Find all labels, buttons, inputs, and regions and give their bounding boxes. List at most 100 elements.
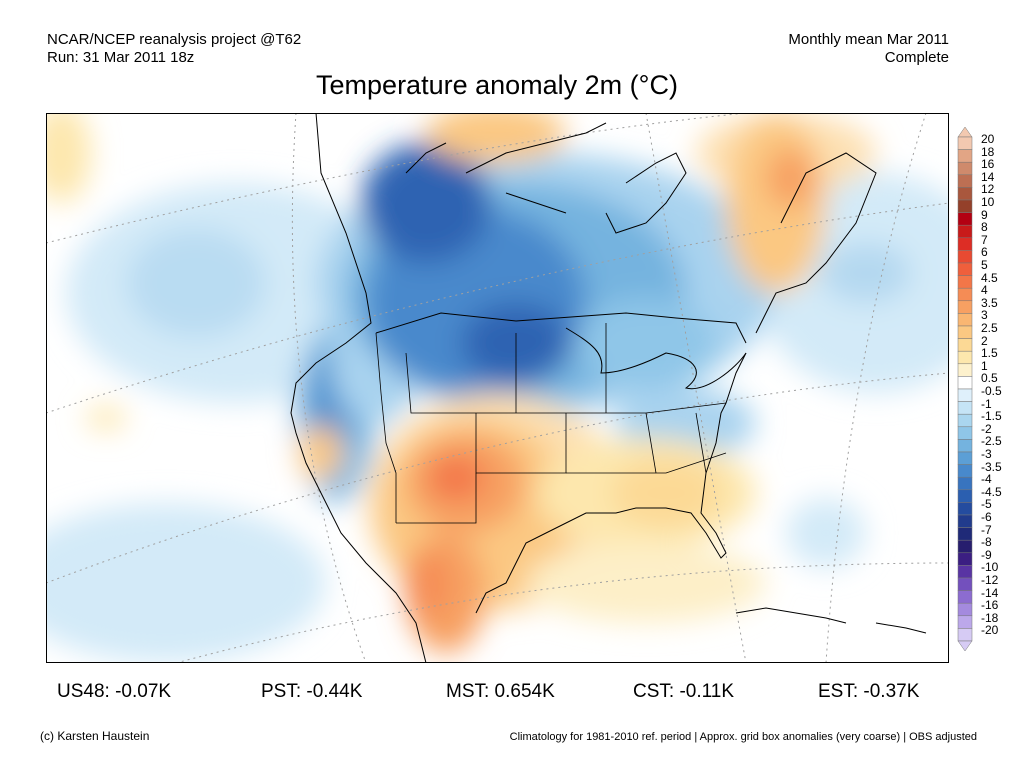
colorbar-label: -10 — [981, 560, 999, 575]
colorbar-cell — [957, 136, 973, 150]
colorbar-arrow-bottom — [957, 640, 973, 651]
colorbar-label: -7 — [981, 522, 992, 537]
colorbar-cell — [957, 527, 973, 541]
colorbar-label: 4 — [981, 283, 988, 298]
stat-est: EST: -0.37K — [818, 681, 920, 702]
colorbar-cell — [957, 628, 973, 642]
stat-mst: MST: 0.654K — [446, 681, 555, 702]
colorbar-arrow-top — [957, 127, 973, 138]
colorbar-cell — [957, 401, 973, 415]
colorbar-label: 12 — [981, 182, 995, 197]
colorbar-cell — [957, 539, 973, 554]
colorbar-cell — [957, 489, 973, 503]
colorbar-cell — [957, 224, 973, 239]
colorbar-label: 5 — [981, 258, 988, 272]
colorbar-cell — [957, 502, 973, 516]
colorbar-label: -4 — [981, 472, 992, 487]
colorbar-cell — [957, 313, 973, 327]
project-label: NCAR/NCEP reanalysis project @T62 — [47, 31, 302, 48]
colorbar-label: -16 — [981, 598, 999, 613]
colorbar-cell — [957, 615, 973, 629]
colorbar-label: 2.5 — [981, 321, 998, 335]
colorbar-label: -1 — [981, 396, 992, 411]
stat-pst: PST: -0.44K — [261, 681, 363, 702]
colorbar-label: 1.5 — [981, 346, 998, 361]
colorbar-cell — [957, 476, 973, 491]
colorbar-label: -6 — [981, 510, 992, 524]
colorbar-label: -20 — [981, 623, 999, 638]
colorbar-label: 8 — [981, 220, 988, 235]
colorbar-cell — [957, 325, 973, 339]
colorbar-cell — [957, 376, 973, 390]
colorbar-cell — [957, 426, 973, 440]
colorbar-label: -9 — [981, 547, 992, 562]
colorbar-label: 16 — [981, 157, 995, 172]
header-right: Monthly mean Mar 2011 Complete — [788, 31, 949, 67]
status-label: Complete — [884, 49, 949, 66]
colorbar-label: -3 — [981, 447, 992, 461]
colorbar — [957, 127, 973, 651]
colorbar-label: 18 — [981, 144, 995, 159]
colorbar-label: 14 — [981, 169, 995, 184]
colorbar-cell — [957, 514, 973, 528]
colorbar-label: -2 — [981, 421, 992, 436]
run-label: Run: 31 Mar 2011 18z — [47, 49, 195, 66]
colorbar-cell — [957, 199, 973, 213]
colorbar-label: -1.5 — [981, 409, 1002, 424]
colorbar-cell — [957, 439, 973, 453]
colorbar-label: 2 — [981, 333, 988, 348]
colorbar-cell — [957, 174, 973, 188]
colorbar-cell — [957, 212, 973, 226]
colorbar-label: -5 — [981, 497, 992, 512]
anomaly-field — [46, 113, 949, 663]
stat-cst: CST: -0.11K — [633, 681, 735, 702]
colorbar-cell — [957, 275, 973, 289]
colorbar-label: 1 — [981, 358, 988, 373]
colorbar-label: -8 — [981, 535, 992, 550]
colorbar-label: -0.5 — [981, 384, 1002, 398]
colorbar-cell — [957, 300, 973, 314]
map-title: Temperature anomaly 2m (°C) — [316, 70, 678, 100]
colorbar-label: 10 — [981, 195, 995, 209]
colorbar-cell — [957, 552, 973, 566]
colorbar-label: 7 — [981, 232, 988, 247]
colorbar-label: 3.5 — [981, 295, 998, 310]
colorbar-cell — [957, 287, 973, 302]
coastlines — [290, 113, 927, 663]
colorbar-label: -12 — [981, 573, 999, 587]
colorbar-label: 4.5 — [981, 270, 998, 285]
colorbar-label: -18 — [981, 610, 999, 625]
colorbar-cell — [957, 464, 973, 478]
colorbar-cell — [957, 413, 973, 428]
colorbar-label: -14 — [981, 585, 999, 600]
colorbar-cell — [957, 237, 973, 251]
colorbar-cell — [957, 350, 973, 365]
colorbar-label: 3 — [981, 308, 988, 323]
colorbar-label: 6 — [981, 245, 988, 260]
copyright: (c) Karsten Haustein — [40, 729, 150, 743]
header-left: NCAR/NCEP reanalysis project @T62 Run: 3… — [47, 31, 301, 67]
colorbar-cell — [957, 338, 973, 352]
colorbar-label: 9 — [981, 207, 988, 222]
colorbar-cell — [957, 590, 973, 604]
stat-us48: US48: -0.07K — [57, 681, 172, 702]
colorbar-cell — [957, 149, 973, 163]
graticule — [46, 113, 949, 663]
borders — [375, 323, 727, 524]
colorbar-label: -4.5 — [981, 484, 1002, 499]
colorbar-cell — [957, 187, 973, 201]
period-label: Monthly mean Mar 2011 — [788, 31, 949, 48]
colorbar-label: 20 — [981, 132, 995, 146]
colorbar-cell — [957, 602, 973, 617]
colorbar-cell — [957, 451, 973, 465]
colorbar-label: -3.5 — [981, 459, 1002, 474]
anomaly-map — [46, 113, 949, 663]
colorbar-cell — [957, 250, 973, 264]
footer-note: Climatology for 1981-2010 ref. period | … — [509, 731, 977, 743]
colorbar-label: 0.5 — [981, 371, 998, 386]
colorbar-cell — [957, 388, 973, 402]
colorbar-cell — [957, 262, 973, 276]
colorbar-cell — [957, 577, 973, 591]
colorbar-cell — [957, 565, 973, 579]
colorbar-cell — [957, 161, 973, 176]
